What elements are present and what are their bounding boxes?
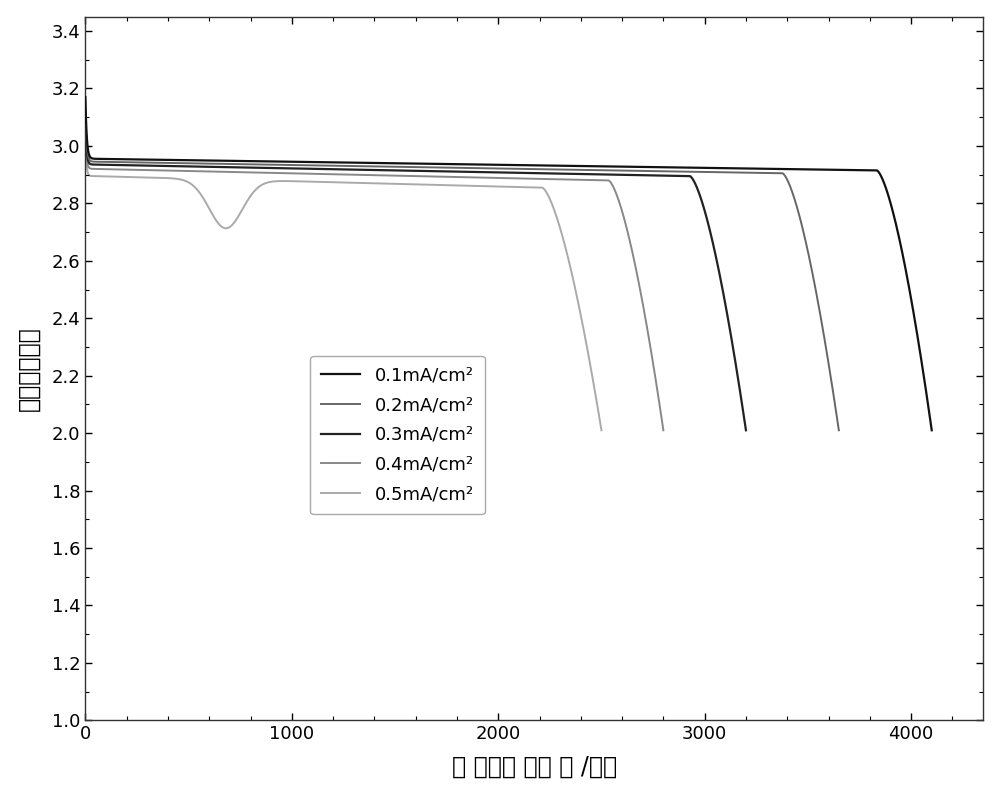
Legend: 0.1mA/cm², 0.2mA/cm², 0.3mA/cm², 0.4mA/cm², 0.5mA/cm²: 0.1mA/cm², 0.2mA/cm², 0.3mA/cm², 0.4mA/c… — [310, 355, 485, 514]
Y-axis label: 电压（伏特）: 电压（伏特） — [17, 326, 41, 411]
X-axis label: 比 容量（ 毫安 时 /克）: 比 容量（ 毫安 时 /克） — [452, 754, 617, 778]
